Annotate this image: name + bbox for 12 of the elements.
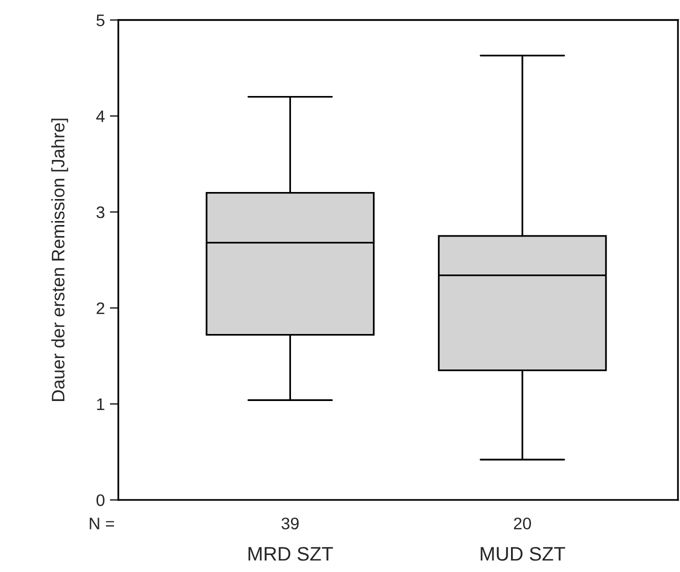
y-tick-label: 4 [96, 110, 105, 122]
text: N = [90, 518, 114, 530]
y-tick-label: 2 [96, 302, 104, 314]
y-tick-label: 1 [97, 398, 104, 410]
y-tick-label: 0 [96, 494, 104, 506]
x-tick-label: MRD SZT [248, 546, 333, 561]
y-axis-title: Dauer der ersten Remission [Jahre] [51, 118, 68, 401]
y-tick-label: 5 [96, 14, 104, 26]
x-tick-label: MUD SZT [480, 546, 566, 561]
y-tick-label: 3 [96, 206, 104, 218]
text: 20 [514, 518, 531, 530]
text: 39 [282, 518, 299, 530]
